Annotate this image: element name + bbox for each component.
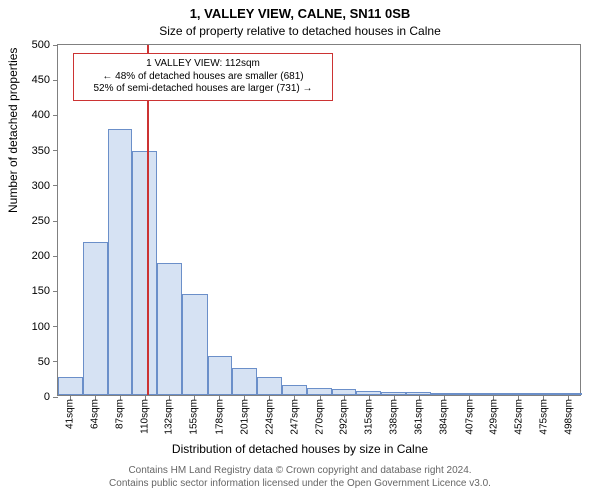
x-tick-label: 155sqm [189,399,200,435]
y-tick [53,150,58,151]
y-tick [53,361,58,362]
x-tick-label: 41sqm [65,399,76,429]
annotation-line: 52% of semi-detached houses are larger (… [80,83,326,96]
histogram-bar [506,393,531,395]
y-tick [53,291,58,292]
y-tick [53,397,58,398]
histogram-bar [556,393,582,395]
histogram-bar [381,392,406,395]
y-tick-label: 450 [32,74,50,86]
y-tick-label: 0 [44,391,50,403]
x-tick-label: 361sqm [414,399,425,435]
y-tick-label: 350 [32,145,50,157]
x-tick-label: 292sqm [339,399,350,435]
histogram-bar [431,393,456,395]
y-tick-label: 150 [32,285,50,297]
x-tick-label: 178sqm [214,399,225,435]
histogram-bar [182,294,207,395]
x-tick-label: 429sqm [488,399,499,435]
y-tick [53,256,58,257]
y-tick-label: 100 [32,321,50,333]
x-tick-label: 338sqm [389,399,400,435]
x-tick-label: 224sqm [264,399,275,435]
y-tick [53,185,58,186]
chart-title-line2: Size of property relative to detached ho… [0,24,600,38]
x-tick-label: 270sqm [315,399,326,435]
footer-line1: Contains HM Land Registry data © Crown c… [0,464,600,477]
histogram-bar [456,393,481,395]
x-tick-label: 452sqm [513,399,524,435]
x-tick-label: 64sqm [90,399,101,429]
histogram-bar [356,391,381,395]
footer-line2: Contains public sector information licen… [0,477,600,490]
annotation-line: ← 48% of detached houses are smaller (68… [80,71,326,84]
histogram-bar [307,388,332,395]
x-tick-label: 407sqm [464,399,475,435]
histogram-bar [406,392,431,395]
x-axis-label: Distribution of detached houses by size … [0,442,600,456]
histogram-bar [531,393,556,395]
y-tick [53,115,58,116]
y-tick [53,221,58,222]
y-tick [53,326,58,327]
y-tick-label: 400 [32,109,50,121]
histogram-bar [58,377,83,395]
x-tick-label: 384sqm [439,399,450,435]
histogram-bar [282,385,307,395]
x-tick-label: 87sqm [115,399,126,429]
histogram-bar [482,393,506,395]
annotation-callout: 1 VALLEY VIEW: 112sqm← 48% of detached h… [73,53,333,101]
histogram-bar [232,368,257,395]
y-tick-label: 300 [32,180,50,192]
histogram-bar [108,129,132,395]
histogram-bar [332,389,356,395]
histogram-bar [83,242,108,395]
y-tick-label: 250 [32,215,50,227]
footer-attribution: Contains HM Land Registry data © Crown c… [0,464,600,490]
y-tick [53,45,58,46]
chart-title-line1: 1, VALLEY VIEW, CALNE, SN11 0SB [0,6,600,21]
x-tick-label: 498sqm [563,399,574,435]
x-tick-label: 110sqm [140,399,151,434]
y-tick-label: 50 [38,356,50,368]
histogram-bar [257,377,282,395]
x-tick-label: 132sqm [164,399,175,435]
histogram-bar [157,263,182,395]
annotation-line: 1 VALLEY VIEW: 112sqm [80,58,326,71]
y-tick-label: 500 [32,39,50,51]
x-tick-label: 475sqm [538,399,549,435]
histogram-bar [132,151,157,395]
plot-area: 05010015020025030035040045050041sqm64sqm… [57,44,581,396]
x-tick-label: 247sqm [289,399,300,435]
histogram-bar [208,356,232,395]
y-axis-label: Number of detached properties [6,48,20,213]
y-tick-label: 200 [32,250,50,262]
x-tick-label: 201sqm [239,399,250,435]
chart-container: 1, VALLEY VIEW, CALNE, SN11 0SB Size of … [0,0,600,500]
y-tick [53,80,58,81]
x-tick-label: 315sqm [364,399,375,435]
